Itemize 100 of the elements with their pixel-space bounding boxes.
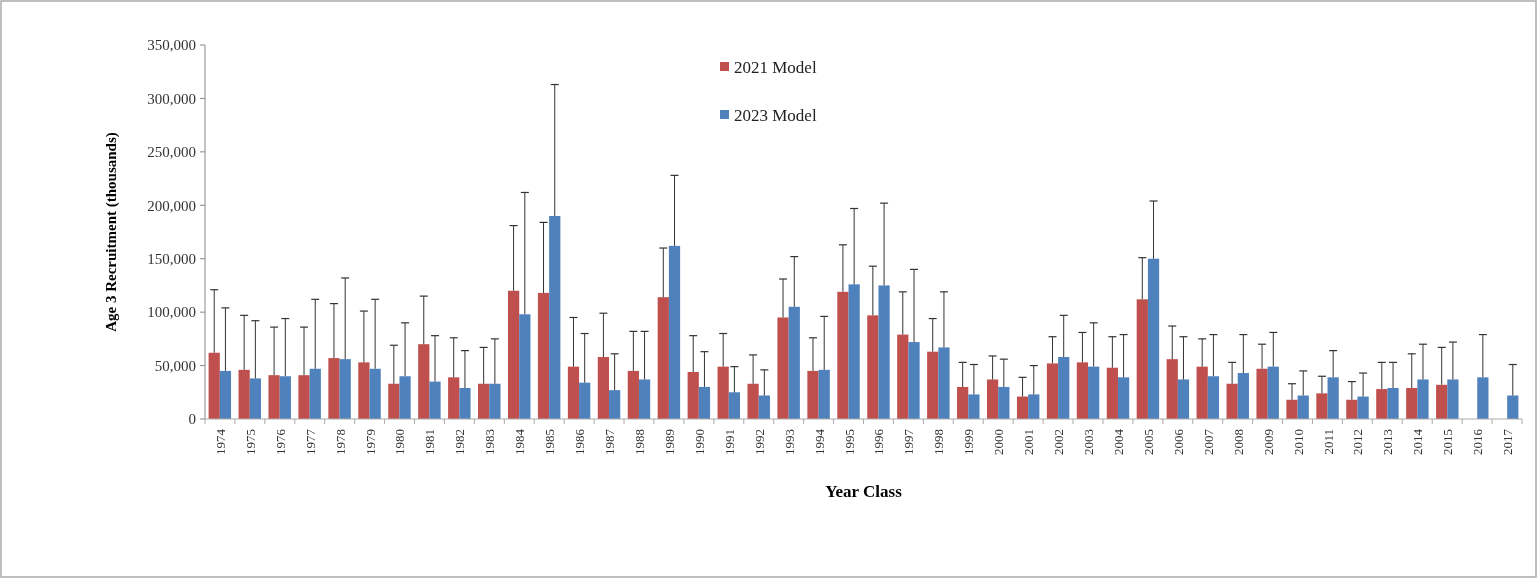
- bar: [987, 379, 999, 419]
- y-tick-label: 150,000: [147, 250, 196, 267]
- bar: [747, 383, 759, 419]
- bar: [448, 377, 460, 419]
- x-tick-label: 2011: [1320, 429, 1336, 455]
- bar: [1046, 363, 1059, 419]
- bar: [818, 369, 830, 419]
- bar: [1076, 362, 1089, 419]
- x-tick-label: 1975: [242, 429, 258, 455]
- bar: [627, 370, 639, 419]
- bar: [328, 358, 340, 419]
- bar: [549, 215, 561, 419]
- bar: [728, 392, 740, 419]
- bar: [687, 371, 699, 419]
- bar: [968, 394, 980, 419]
- x-tick-label: 1995: [841, 429, 857, 455]
- bar: [1028, 394, 1040, 419]
- bar: [638, 379, 651, 419]
- bar: [567, 366, 580, 419]
- x-tick-label: 1983: [482, 429, 498, 455]
- bar: [459, 388, 471, 419]
- bar: [758, 395, 770, 419]
- x-tick-label: 1984: [512, 428, 528, 455]
- x-tick-label: 1986: [572, 428, 588, 455]
- bar: [369, 368, 381, 419]
- legend-label: 2021 Model: [734, 57, 817, 77]
- bar: [1196, 366, 1208, 419]
- bar: [1016, 396, 1029, 419]
- bar: [1346, 399, 1358, 419]
- y-tick-label: 250,000: [147, 144, 196, 161]
- bar: [1207, 376, 1220, 419]
- x-axis-title: Year Class: [825, 482, 903, 501]
- bar: [219, 370, 232, 419]
- x-tick-label: 1974: [212, 428, 228, 455]
- y-tick-label: 100,000: [147, 304, 196, 321]
- bar: [717, 366, 729, 419]
- y-tick-label: 0: [188, 411, 196, 428]
- bar: [1327, 377, 1339, 419]
- bar: [1286, 399, 1298, 419]
- x-tick-label: 1993: [781, 429, 797, 455]
- bar: [1357, 396, 1369, 419]
- x-tick-label: 2004: [1110, 428, 1126, 455]
- bar: [208, 352, 220, 419]
- x-tick-label: 2012: [1350, 429, 1366, 455]
- bar: [1316, 393, 1328, 419]
- x-tick-label: 1999: [961, 429, 977, 455]
- bar: [1477, 377, 1489, 419]
- x-tick-label: 1994: [811, 428, 827, 455]
- bar: [807, 370, 819, 419]
- bar: [878, 285, 890, 419]
- x-tick-label: 1979: [362, 429, 378, 455]
- x-tick-label: 1990: [691, 429, 707, 455]
- bar: [1297, 395, 1309, 419]
- bar: [867, 315, 879, 419]
- x-tick-label: 1978: [332, 429, 348, 455]
- x-tick-label: 1982: [452, 429, 468, 455]
- bar: [1447, 379, 1459, 419]
- bar: [358, 362, 370, 419]
- bar: [418, 344, 430, 419]
- y-tick-label: 300,000: [147, 90, 196, 107]
- x-tick-label: 2017: [1500, 428, 1516, 455]
- bar: [519, 314, 531, 419]
- x-tick-label: 2005: [1140, 429, 1156, 455]
- y-tick-label: 350,000: [147, 37, 196, 54]
- bar: [998, 386, 1010, 419]
- bar: [777, 317, 789, 419]
- bar: [1507, 395, 1519, 419]
- bar: [1256, 368, 1268, 419]
- bar: [309, 368, 321, 419]
- x-tick-label: 1997: [901, 428, 917, 455]
- bar: [1436, 384, 1448, 419]
- x-tick-label: 1992: [751, 429, 767, 455]
- bar: [1376, 389, 1388, 419]
- bar: [507, 290, 520, 419]
- x-tick-label: 2003: [1081, 429, 1097, 455]
- bar: [279, 376, 291, 419]
- x-tick-label: 1985: [542, 429, 558, 455]
- x-tick-label: 2002: [1051, 429, 1067, 455]
- x-tick-label: 2000: [991, 429, 1007, 455]
- bar: [1106, 367, 1118, 419]
- bar: [1226, 383, 1238, 419]
- bar: [1136, 299, 1148, 419]
- bar: [957, 386, 969, 419]
- x-tick-label: 1980: [392, 429, 408, 455]
- x-tick-label: 1977: [302, 428, 318, 455]
- bar: [657, 297, 669, 419]
- bar: [1166, 359, 1178, 419]
- bar: [1117, 377, 1130, 419]
- bar: [1417, 379, 1429, 419]
- x-tick-label: 2016: [1470, 428, 1486, 455]
- bar: [788, 306, 800, 419]
- x-tick-label: 2007: [1200, 428, 1216, 455]
- bar: [339, 359, 351, 419]
- bar: [249, 378, 261, 419]
- bar: [238, 369, 250, 419]
- bar: [429, 381, 441, 419]
- x-tick-label: 2014: [1410, 428, 1426, 455]
- x-tick-label: 1991: [721, 429, 737, 455]
- bar: [698, 386, 711, 419]
- bar: [1237, 373, 1249, 419]
